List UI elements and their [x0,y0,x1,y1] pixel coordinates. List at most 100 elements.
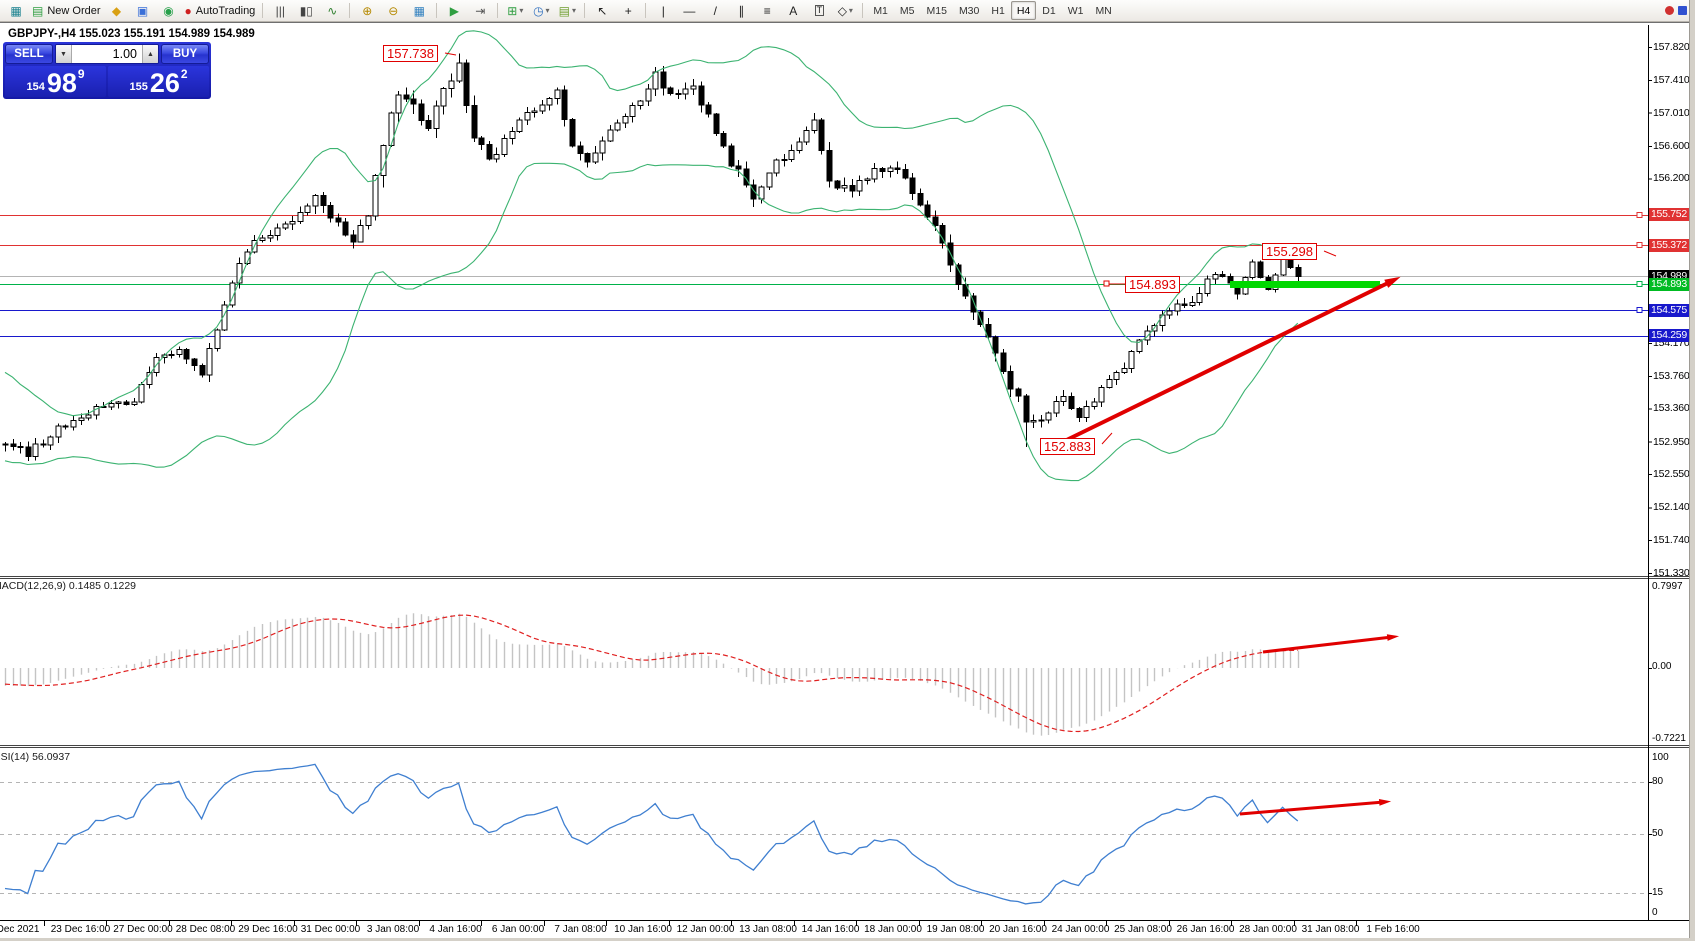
candle-body [183,348,190,360]
timeframe-button-h4[interactable]: H4 [1010,1,1037,20]
cursor-icon[interactable]: ↖ [589,1,615,21]
bid-integer: 154 [26,81,45,93]
price-flag-152.883[interactable]: 152.883 [1040,438,1095,455]
market-watch-icon[interactable]: ▣ [130,1,156,21]
vertical-line-icon[interactable]: | [650,1,676,21]
support-highlight-bar[interactable] [1230,281,1380,288]
annotations-layer[interactable] [444,52,1643,816]
timeframe-button-m15[interactable]: M15 [926,4,947,17]
timeframe-button-w1[interactable]: W1 [1067,4,1084,17]
price-flag-157.738[interactable]: 157.738 [383,45,438,62]
signals-icon: ◉ [163,3,174,18]
candle-body [176,348,183,356]
timeframe-button-m1[interactable]: M1 [873,4,888,17]
chevron-down-icon[interactable]: ▾ [545,6,550,15]
line-chart-icon: ∿ [327,3,338,18]
crosshair-icon[interactable]: + [615,1,641,21]
text-icon[interactable]: A [780,1,806,21]
bid-point: 9 [77,67,85,81]
timeframe-button-m5[interactable]: M5 [899,4,915,17]
price-tick-label: 153.360 [1653,402,1690,415]
candle-body [622,116,629,124]
volume-decrease-button[interactable]: ▼ [56,45,72,63]
toolbar-separator [645,3,647,18]
periods-icon[interactable]: ◷ ▾ [528,1,554,21]
signals-icon[interactable]: ◉ [156,1,182,21]
channel-icon[interactable]: ∥ [728,1,754,21]
mail-icon[interactable] [1678,6,1687,15]
zoom-in-icon[interactable]: ⊕ [354,1,380,21]
shapes-icon[interactable]: ◇ ▾ [832,1,858,21]
candle-body [705,104,712,115]
autotrading-button[interactable]: ● AutoTrading [182,1,259,21]
sell-button[interactable]: SELL [5,44,53,64]
level-handle[interactable] [1636,307,1643,313]
connection-status-icon[interactable] [1665,6,1674,15]
candle-body [939,225,946,244]
rsi-panel [0,763,1648,905]
candle-body [735,165,742,170]
time-tick-label: 12 Jan 00:00 [676,924,735,935]
level-handle[interactable] [1636,212,1643,218]
horizontal-level-lines[interactable] [0,215,1648,337]
new-chart-icon[interactable]: ▦ [3,1,29,21]
candle-body [425,120,432,130]
timeframe-button-d1[interactable]: D1 [1042,4,1056,17]
chart-window[interactable] [0,24,1695,938]
candle-body [592,152,599,163]
buy-button[interactable]: BUY [161,44,209,64]
trend-arrow-line[interactable] [1239,800,1385,816]
time-tick-label: 13 Jan 08:00 [739,924,797,935]
tile-windows-icon[interactable]: ▦ [406,1,432,21]
candle-body [962,284,969,297]
timeframe-button-h1[interactable]: H1 [991,4,1005,17]
candle-body [115,401,122,405]
chart-shift-icon[interactable]: ⇥ [467,1,493,21]
chart-canvas[interactable] [0,24,1695,941]
horizontal-line-icon[interactable]: — [676,1,702,21]
candlestick-chart-icon[interactable]: ▮▯ [293,1,319,21]
candle-body [902,169,909,179]
candle-body [1204,278,1211,294]
candle-body [395,94,402,114]
level-handle[interactable] [1636,242,1643,248]
price-flag-154.893[interactable]: 154.893 [1125,276,1180,293]
candle-body [25,446,32,457]
chevron-down-icon[interactable]: ▾ [519,6,524,15]
new-order-button[interactable]: ▤ New Order [29,1,104,21]
trend-arrow-line[interactable] [1041,279,1393,454]
volume-increase-button[interactable]: ▲ [142,45,158,63]
bid-price[interactable]: 154 98 9 [5,66,106,97]
auto-scroll-icon[interactable]: ▶ [441,1,467,21]
volume-value[interactable]: 1.00 [72,45,142,63]
trend-arrow-head [1386,634,1400,641]
candle-body [1045,412,1052,421]
zoom-out-icon: ⊖ [388,3,399,18]
indicators-icon[interactable]: ⊞ ▾ [502,1,528,21]
fibonacci-icon[interactable]: ≡ [754,1,780,21]
candle-body [327,205,334,219]
price-flag-155.298[interactable]: 155.298 [1262,243,1317,260]
candle-body [1174,303,1181,312]
candle-body [1249,261,1256,278]
volume-stepper: ▼ 1.00 ▲ [55,44,159,64]
trend-arrow-line[interactable] [1262,635,1393,654]
candle-body [667,87,674,95]
label-icon[interactable]: T [806,1,832,21]
timeframe-button-mn[interactable]: MN [1095,4,1112,17]
bollinger-bands[interactable] [4,30,1299,482]
bar-chart-icon[interactable]: ||| [267,1,293,21]
zoom-out-icon[interactable]: ⊖ [380,1,406,21]
auto-scroll-icon: ▶ [449,3,459,18]
candle-body [1113,372,1120,380]
chevron-down-icon[interactable]: ▾ [848,6,853,15]
metaeditor-icon[interactable]: ◆ [104,1,130,21]
line-chart-icon[interactable]: ∿ [319,1,345,21]
candle-body [992,336,999,354]
level-handle[interactable] [1636,281,1643,287]
chevron-down-icon[interactable]: ▾ [571,6,576,15]
templates-icon[interactable]: ▤ ▾ [554,1,580,21]
trendline-icon[interactable]: / [702,1,728,21]
ask-price[interactable]: 155 26 2 [108,66,209,97]
timeframe-button-m30[interactable]: M30 [958,4,980,17]
